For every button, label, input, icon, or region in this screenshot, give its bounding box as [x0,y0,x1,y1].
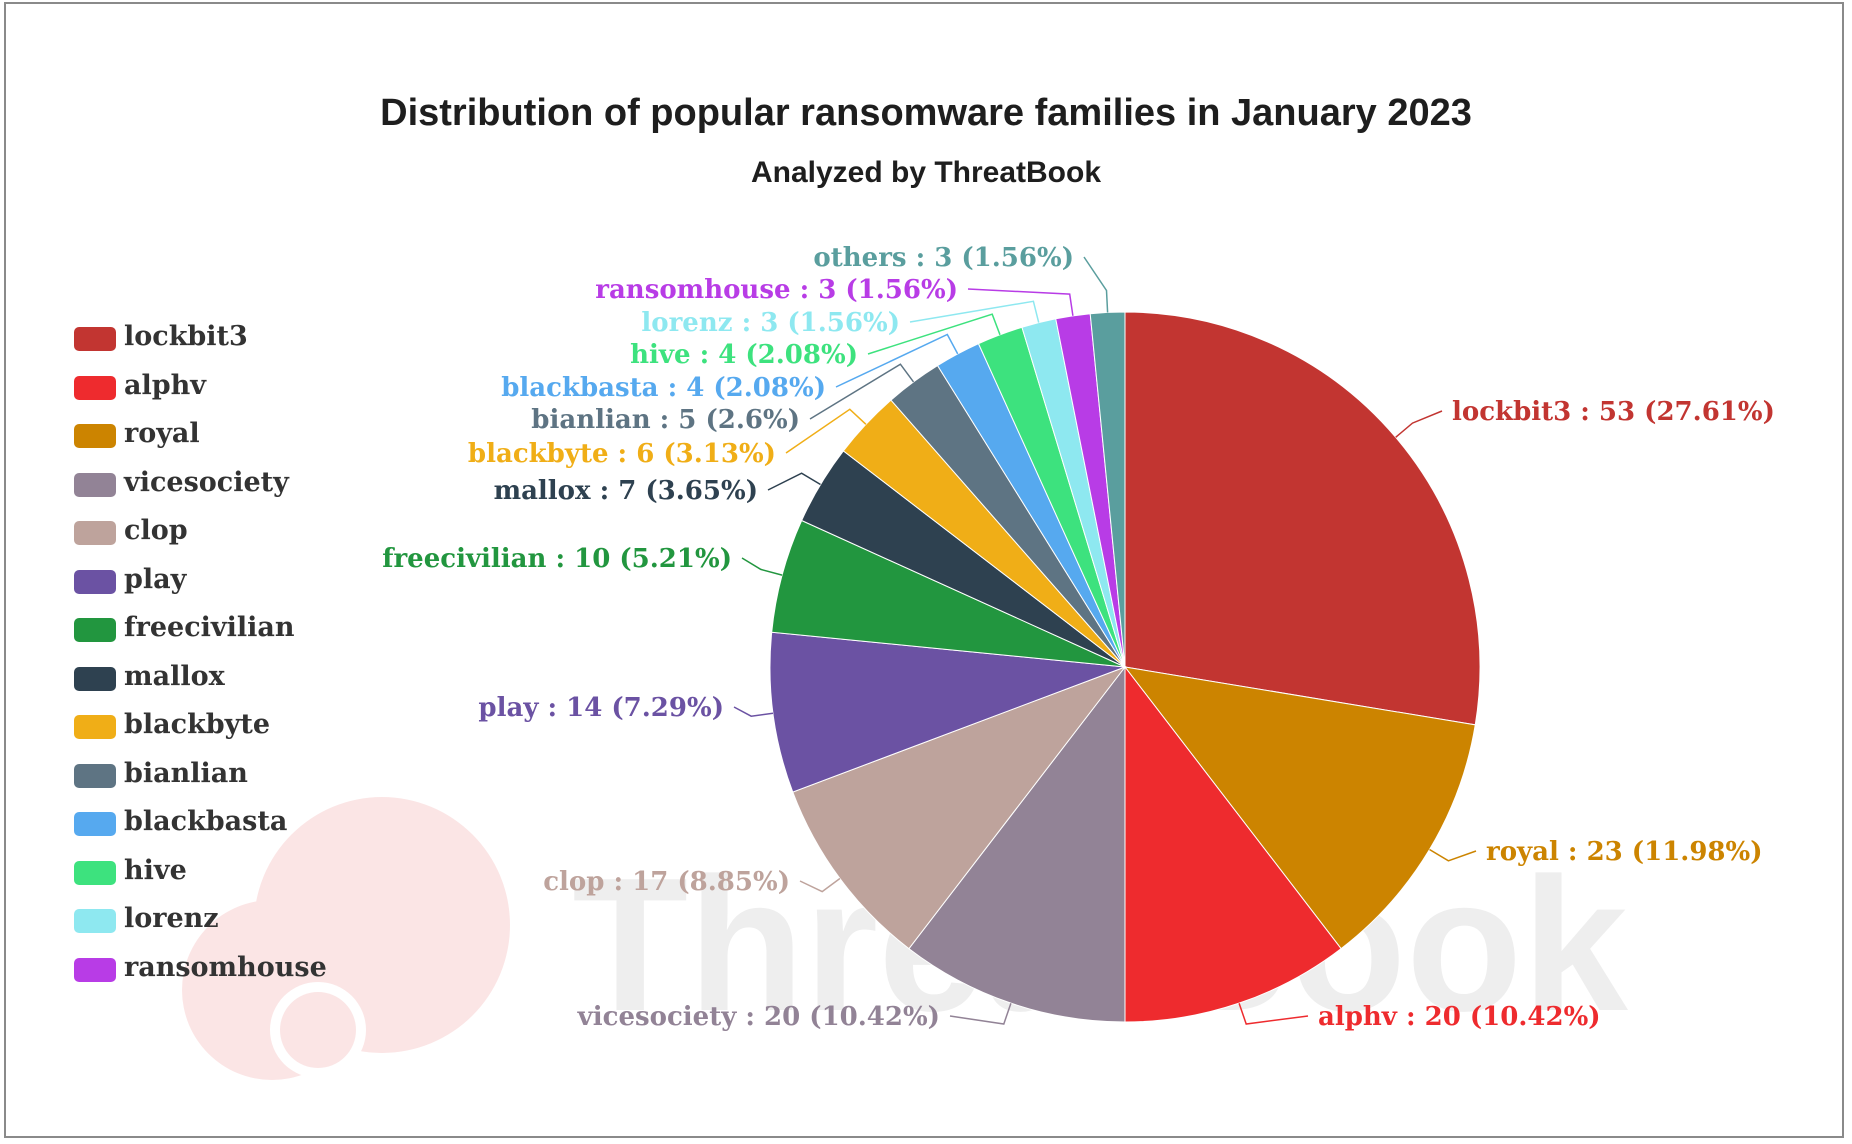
leader-line-ransomhouse [967,288,1074,316]
legend-swatch [74,812,116,836]
legend-swatch [74,860,116,885]
leader-line-blackbasta [835,333,959,388]
leader-line-mallox [767,472,821,491]
leader-line-royal [1429,848,1477,862]
legend-swatch [74,715,116,739]
slice-labels: lockbit3 : 53 (27.61%) royal : 23 (11.98%… [382,243,1775,1032]
legend-swatch [74,569,116,594]
pie-slice-vicesociety[interactable] [908,665,1126,1023]
leader-line-clop [799,877,841,893]
slice-label-bianlian: bianlian : 5 (2.6%) [531,405,800,435]
slice-label-lockbit3: lockbit3 : 53 (27.61%) [1452,397,1775,427]
leader-line-vicesociety [949,1002,1012,1025]
legend-label: vicesociety [124,466,289,498]
slice-label-alphv: alphv : 20 (10.42%) [1318,1002,1601,1032]
leader-line-blackbyte [785,408,867,454]
slice-label-vicesociety: vicesociety : 20 (10.42%) [577,1002,940,1032]
slice-label-others: others : 3 (1.56%) [813,243,1074,273]
pie-slice-play[interactable] [769,631,1126,793]
legend-label: alphv [124,369,206,401]
legend-label: mallox [124,660,225,692]
leader-line-freecivilian [741,557,783,576]
slice-label-mallox: mallox : 7 (3.65%) [494,476,758,506]
pie-slice-clop[interactable] [792,665,1127,950]
pie-slices [769,311,1481,1023]
legend-label: blackbasta [124,806,288,837]
legend-swatch [74,909,116,933]
legend-label: lorenz [124,903,219,934]
legend-swatch [74,521,116,545]
slice-label-royal: royal : 23 (11.98%) [1486,837,1763,867]
legend-swatch [74,957,116,982]
legend-swatch [74,375,116,400]
legend-swatch [74,666,116,691]
leader-line-others [1083,256,1109,313]
slice-label-blackbasta: blackbasta : 4 (2.08%) [501,373,826,403]
legend-label: play [124,563,187,595]
legend-swatch [74,763,116,788]
leader-line-lockbit3 [1395,410,1443,438]
pie-slice-lockbit3[interactable] [1124,311,1481,726]
pie-slice-alphv[interactable] [1124,665,1342,1023]
slice-label-play: play : 14 (7.29%) [478,693,724,723]
leader-line-lorenz [909,300,1040,323]
slice-label-blackbyte: blackbyte : 6 (3.13%) [468,439,776,469]
slice-label-clop: clop : 17 (8.85%) [543,867,790,897]
pie-slice-royal[interactable] [1123,666,1476,950]
leader-line-alphv [1238,1002,1309,1025]
legend-label: clop [124,515,188,546]
slice-label-ransomhouse: ransomhouse : 3 (1.56%) [595,275,958,305]
legend-label: lockbit3 [124,321,248,352]
legend-label: blackbyte [124,709,270,740]
chart-title: Distribution of popular ransomware famil… [380,92,1472,134]
slice-label-hive: hive : 4 (2.08%) [630,340,858,370]
legend-label: royal [124,418,200,449]
watermark-logo-circle-small [280,992,356,1068]
legend-swatch [74,424,116,448]
slice-label-lorenz: lorenz : 3 (1.56%) [641,308,900,338]
leader-line-hive [867,313,1001,355]
legend-label: bianlian [124,757,248,789]
leader-line-play [733,706,774,717]
legend-swatch [74,618,116,642]
leader-line-bianlian [809,363,915,420]
legend-label: ransomhouse [124,951,327,983]
chart-subtitle: Analyzed by ThreatBook [750,156,1102,189]
legend-label: hive [124,854,187,886]
legend-label: freecivilian [124,612,295,643]
legend-swatch [74,327,116,351]
pie-slice-others[interactable] [1089,311,1126,668]
legend-swatch [74,472,116,497]
slice-label-freecivilian: freecivilian : 10 (5.21%) [382,544,732,574]
